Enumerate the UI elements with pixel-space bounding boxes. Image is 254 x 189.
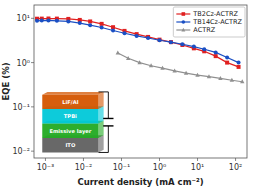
data-point: [135, 34, 139, 38]
x-tick-label: 10⁻³: [37, 163, 55, 172]
circuit-line: [98, 91, 108, 92]
data-point: [46, 18, 50, 22]
y-tick-label: 10⁻¹: [12, 103, 30, 112]
data-point: [100, 26, 104, 30]
data-point: [137, 60, 141, 64]
plot-area: [34, 5, 247, 158]
layer-front: [42, 138, 98, 152]
series-line: [118, 53, 242, 82]
layer-side: [99, 135, 104, 152]
data-point: [88, 23, 92, 27]
layer-front: [42, 95, 98, 109]
data-point: [169, 40, 173, 44]
data-point: [66, 19, 70, 23]
data-point: [184, 71, 188, 75]
circuit-line: [103, 118, 113, 119]
x-axis-label: Current density (mA cm⁻²): [77, 177, 203, 187]
data-point: [180, 43, 184, 47]
layer-label: LiF/Al: [62, 99, 79, 105]
x-tick: [197, 158, 198, 161]
data-point: [122, 31, 126, 35]
y-tick-label: 10¹: [17, 14, 30, 23]
chart: 10⁻³ 10⁻² 10⁻¹ 10⁰ 10¹ 10² 10⁻² 10⁻¹ 10⁰ 10¹ Curre…: [0, 0, 254, 189]
circuit-line: [103, 125, 113, 126]
y-tick: [31, 151, 34, 152]
data-point: [40, 19, 44, 23]
layer-side: [99, 92, 104, 109]
legend-marker: [181, 28, 185, 32]
x-tick-label: 10⁰: [153, 163, 166, 172]
data-point: [207, 74, 211, 78]
layer-front: [42, 109, 98, 123]
data-point: [169, 40, 173, 44]
x-tick-label: 10¹: [191, 163, 204, 172]
legend-box: [173, 7, 245, 37]
x-tick: [45, 158, 46, 161]
y-tick-label: 10⁻²: [12, 147, 30, 156]
y-tick: [31, 18, 34, 19]
y-tick-label: 10⁰: [17, 59, 30, 68]
series-line: [37, 20, 239, 62]
data-point: [111, 29, 115, 33]
series-line: [37, 19, 239, 67]
data-point: [214, 54, 218, 58]
device-diagram: ITO Emissive layer TPBi LiF/Al: [42, 92, 113, 153]
data-point: [172, 68, 176, 72]
legend-label: TB14Cz-ACTRZ: [192, 18, 242, 26]
legend: TB2Cz-ACTRZTB14Cz-ACTRZACTRZ: [173, 7, 245, 37]
data-point: [100, 22, 104, 26]
circuit-line: [98, 152, 108, 153]
data-point: [192, 45, 196, 49]
data-point: [55, 19, 59, 23]
data-point: [78, 21, 82, 25]
circuit-line: [108, 126, 109, 153]
layer-label: TPBi: [64, 113, 77, 119]
x-tick-label: 10⁻²: [75, 163, 93, 172]
data-point: [240, 79, 244, 83]
circuit-line: [108, 92, 109, 119]
layer-side: [99, 121, 104, 138]
data-point: [218, 76, 222, 80]
data-point: [158, 38, 162, 42]
x-tick-label: 10²: [229, 163, 242, 172]
x-tick: [121, 158, 122, 161]
data-point: [225, 56, 229, 60]
y-axis-label: EQE (%): [1, 62, 11, 100]
legend-marker: [182, 20, 186, 24]
data-point: [195, 73, 199, 77]
legend-label: TB2Cz-ACTRZ: [192, 10, 238, 18]
legend-marker: [182, 12, 186, 16]
data-point: [202, 47, 206, 51]
data-point: [160, 66, 164, 70]
data-point: [225, 61, 229, 65]
layer-label: ITO: [65, 142, 75, 148]
data-point: [214, 50, 218, 54]
y-tick: [31, 62, 34, 63]
data-point: [88, 19, 92, 23]
x-tick: [235, 158, 236, 161]
x-tick: [159, 158, 160, 161]
data-layer: [35, 17, 244, 84]
layer-top: [42, 92, 103, 95]
data-point: [149, 63, 153, 67]
x-tick: [83, 158, 84, 161]
data-point: [35, 19, 39, 23]
data-point: [237, 61, 241, 65]
data-point: [146, 36, 150, 40]
data-point: [116, 51, 120, 55]
layer-label: Emissive layer: [49, 128, 91, 135]
data-point: [230, 78, 234, 82]
layer-side: [99, 106, 104, 123]
data-point: [126, 56, 130, 60]
legend-label: ACTRZ: [193, 26, 215, 34]
data-point: [158, 38, 162, 42]
y-tick: [31, 106, 34, 107]
data-point: [180, 42, 184, 46]
layer-front: [42, 124, 98, 138]
x-tick-label: 10⁻¹: [113, 163, 131, 172]
plot-frame: [34, 5, 247, 158]
data-point: [237, 65, 241, 69]
